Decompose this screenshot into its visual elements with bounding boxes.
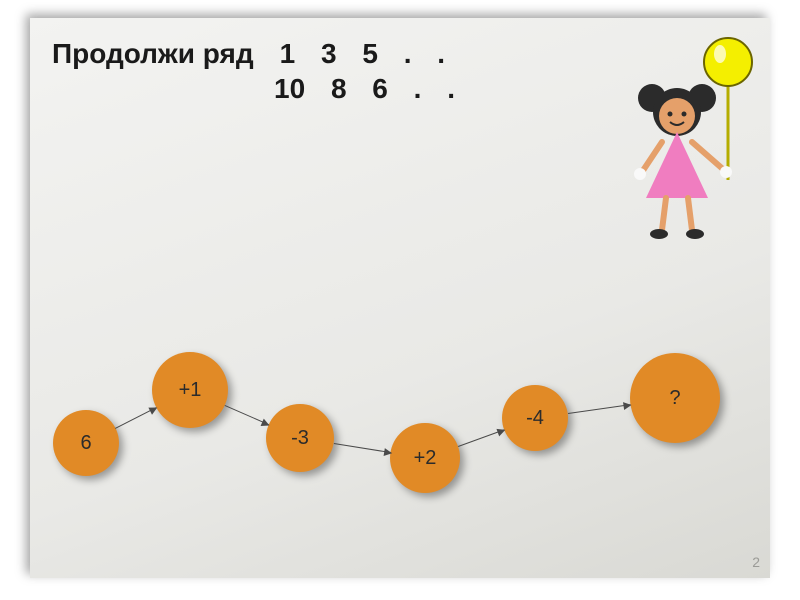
arrow-n1-n2	[224, 405, 268, 425]
seq2-t4: .	[447, 71, 455, 106]
operations-diagram: 6 +1 -3 +2 -4?	[30, 298, 770, 518]
node-n5: ?	[630, 353, 720, 443]
node-n0: 6	[53, 410, 119, 476]
seq1-t1: 3	[321, 36, 337, 71]
title-area: Продолжи ряд 1 3 5 . . 10 8 6 . .	[52, 36, 572, 106]
node-n3: +2	[390, 423, 460, 493]
hair-right-icon	[688, 84, 716, 112]
page-number: 2	[752, 554, 760, 570]
node-n4: -4	[502, 385, 568, 451]
slide-inner: Продолжи ряд 1 3 5 . . 10 8 6 . .	[30, 18, 770, 578]
hair-left-icon	[638, 84, 666, 112]
arrow-n2-n3	[333, 443, 390, 453]
seq1-t0: 1	[280, 36, 296, 71]
node-n2: -3	[266, 404, 334, 472]
shoe-left-icon	[650, 229, 668, 239]
sequence-2: 10 8 6 . .	[274, 71, 473, 106]
title-label: Продолжи ряд	[52, 36, 254, 71]
seq1-t3: .	[404, 36, 412, 71]
dress-icon	[646, 132, 708, 198]
seq2-t1: 8	[331, 71, 347, 106]
hair-icon	[653, 88, 701, 136]
arrow-n4-n5	[568, 404, 631, 414]
title-line-1: Продолжи ряд 1 3 5 . .	[52, 36, 572, 71]
balloon-icon	[704, 38, 752, 86]
girl-with-balloon-icon	[604, 30, 764, 250]
shoe-right-icon	[686, 229, 704, 239]
face-icon	[659, 98, 695, 134]
seq2-t0: 10	[274, 71, 305, 106]
sequence-1: 1 3 5 . .	[280, 36, 463, 71]
seq1-t4: .	[437, 36, 445, 71]
slide-outer: Продолжи ряд 1 3 5 . . 10 8 6 . .	[0, 0, 800, 600]
arrow-n3-n4	[458, 429, 504, 447]
title-line-2: 10 8 6 . .	[274, 71, 572, 106]
seq2-t2: 6	[372, 71, 388, 106]
seq2-t3: .	[414, 71, 422, 106]
arrow-n0-n1	[115, 407, 156, 429]
seq1-t2: 5	[362, 36, 378, 71]
node-n1: +1	[152, 352, 228, 428]
